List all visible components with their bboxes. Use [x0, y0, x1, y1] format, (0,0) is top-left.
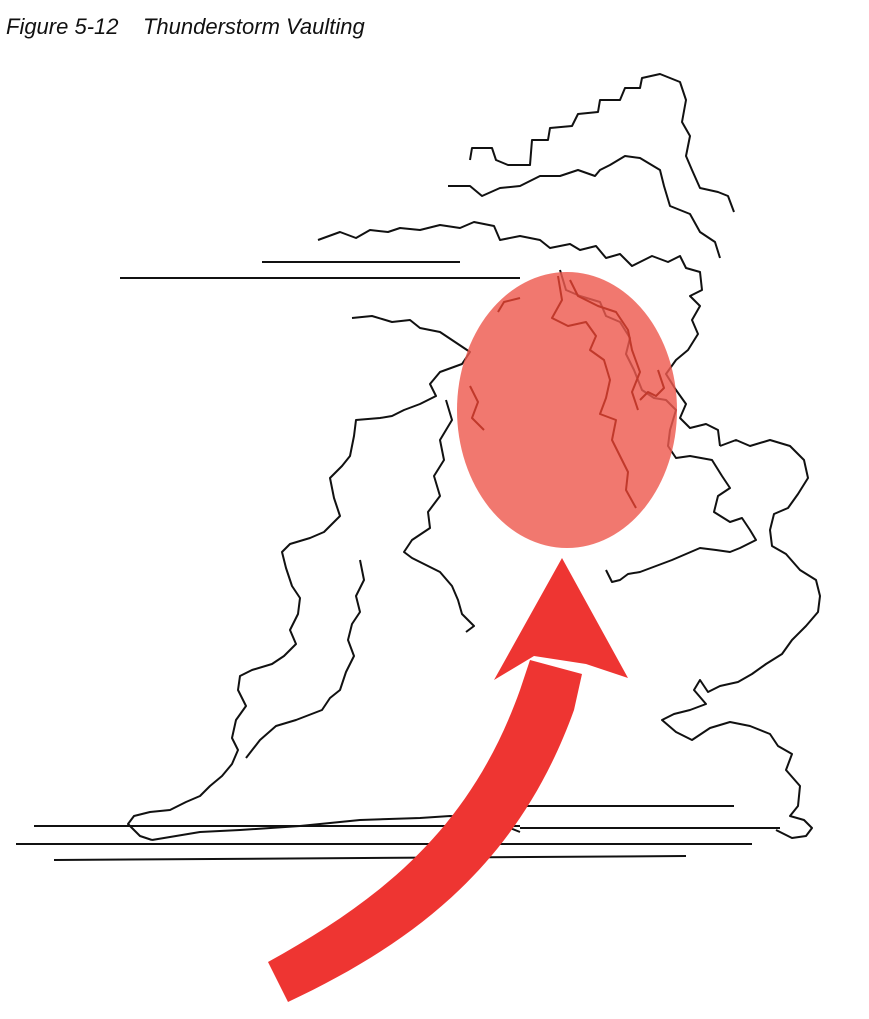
- vault-region: [457, 272, 677, 548]
- vault-inner-line: [639, 369, 665, 401]
- vault-inner-lines: [469, 275, 665, 509]
- arrow-head: [494, 558, 628, 680]
- vault-inner-line: [569, 279, 641, 411]
- left-cloud-edge: [127, 315, 471, 841]
- base-streak: [53, 855, 687, 861]
- arrow-shaft: [268, 660, 582, 1002]
- vault-inner-line: [551, 275, 637, 509]
- anvil-underside-line: [448, 155, 721, 259]
- inner-cloud-line: [403, 399, 475, 633]
- vault-inner-line: [497, 297, 521, 313]
- inner-tower-line: [245, 559, 365, 759]
- figure-caption: Figure 5-12 Thunderstorm Vaulting: [6, 14, 365, 39]
- right-lobe-line: [661, 439, 821, 839]
- cloud-streak-lines: [16, 261, 780, 861]
- vault-inner-line: [469, 385, 485, 431]
- updraft-arrow: [268, 558, 628, 1002]
- anvil-top-line: [469, 73, 735, 213]
